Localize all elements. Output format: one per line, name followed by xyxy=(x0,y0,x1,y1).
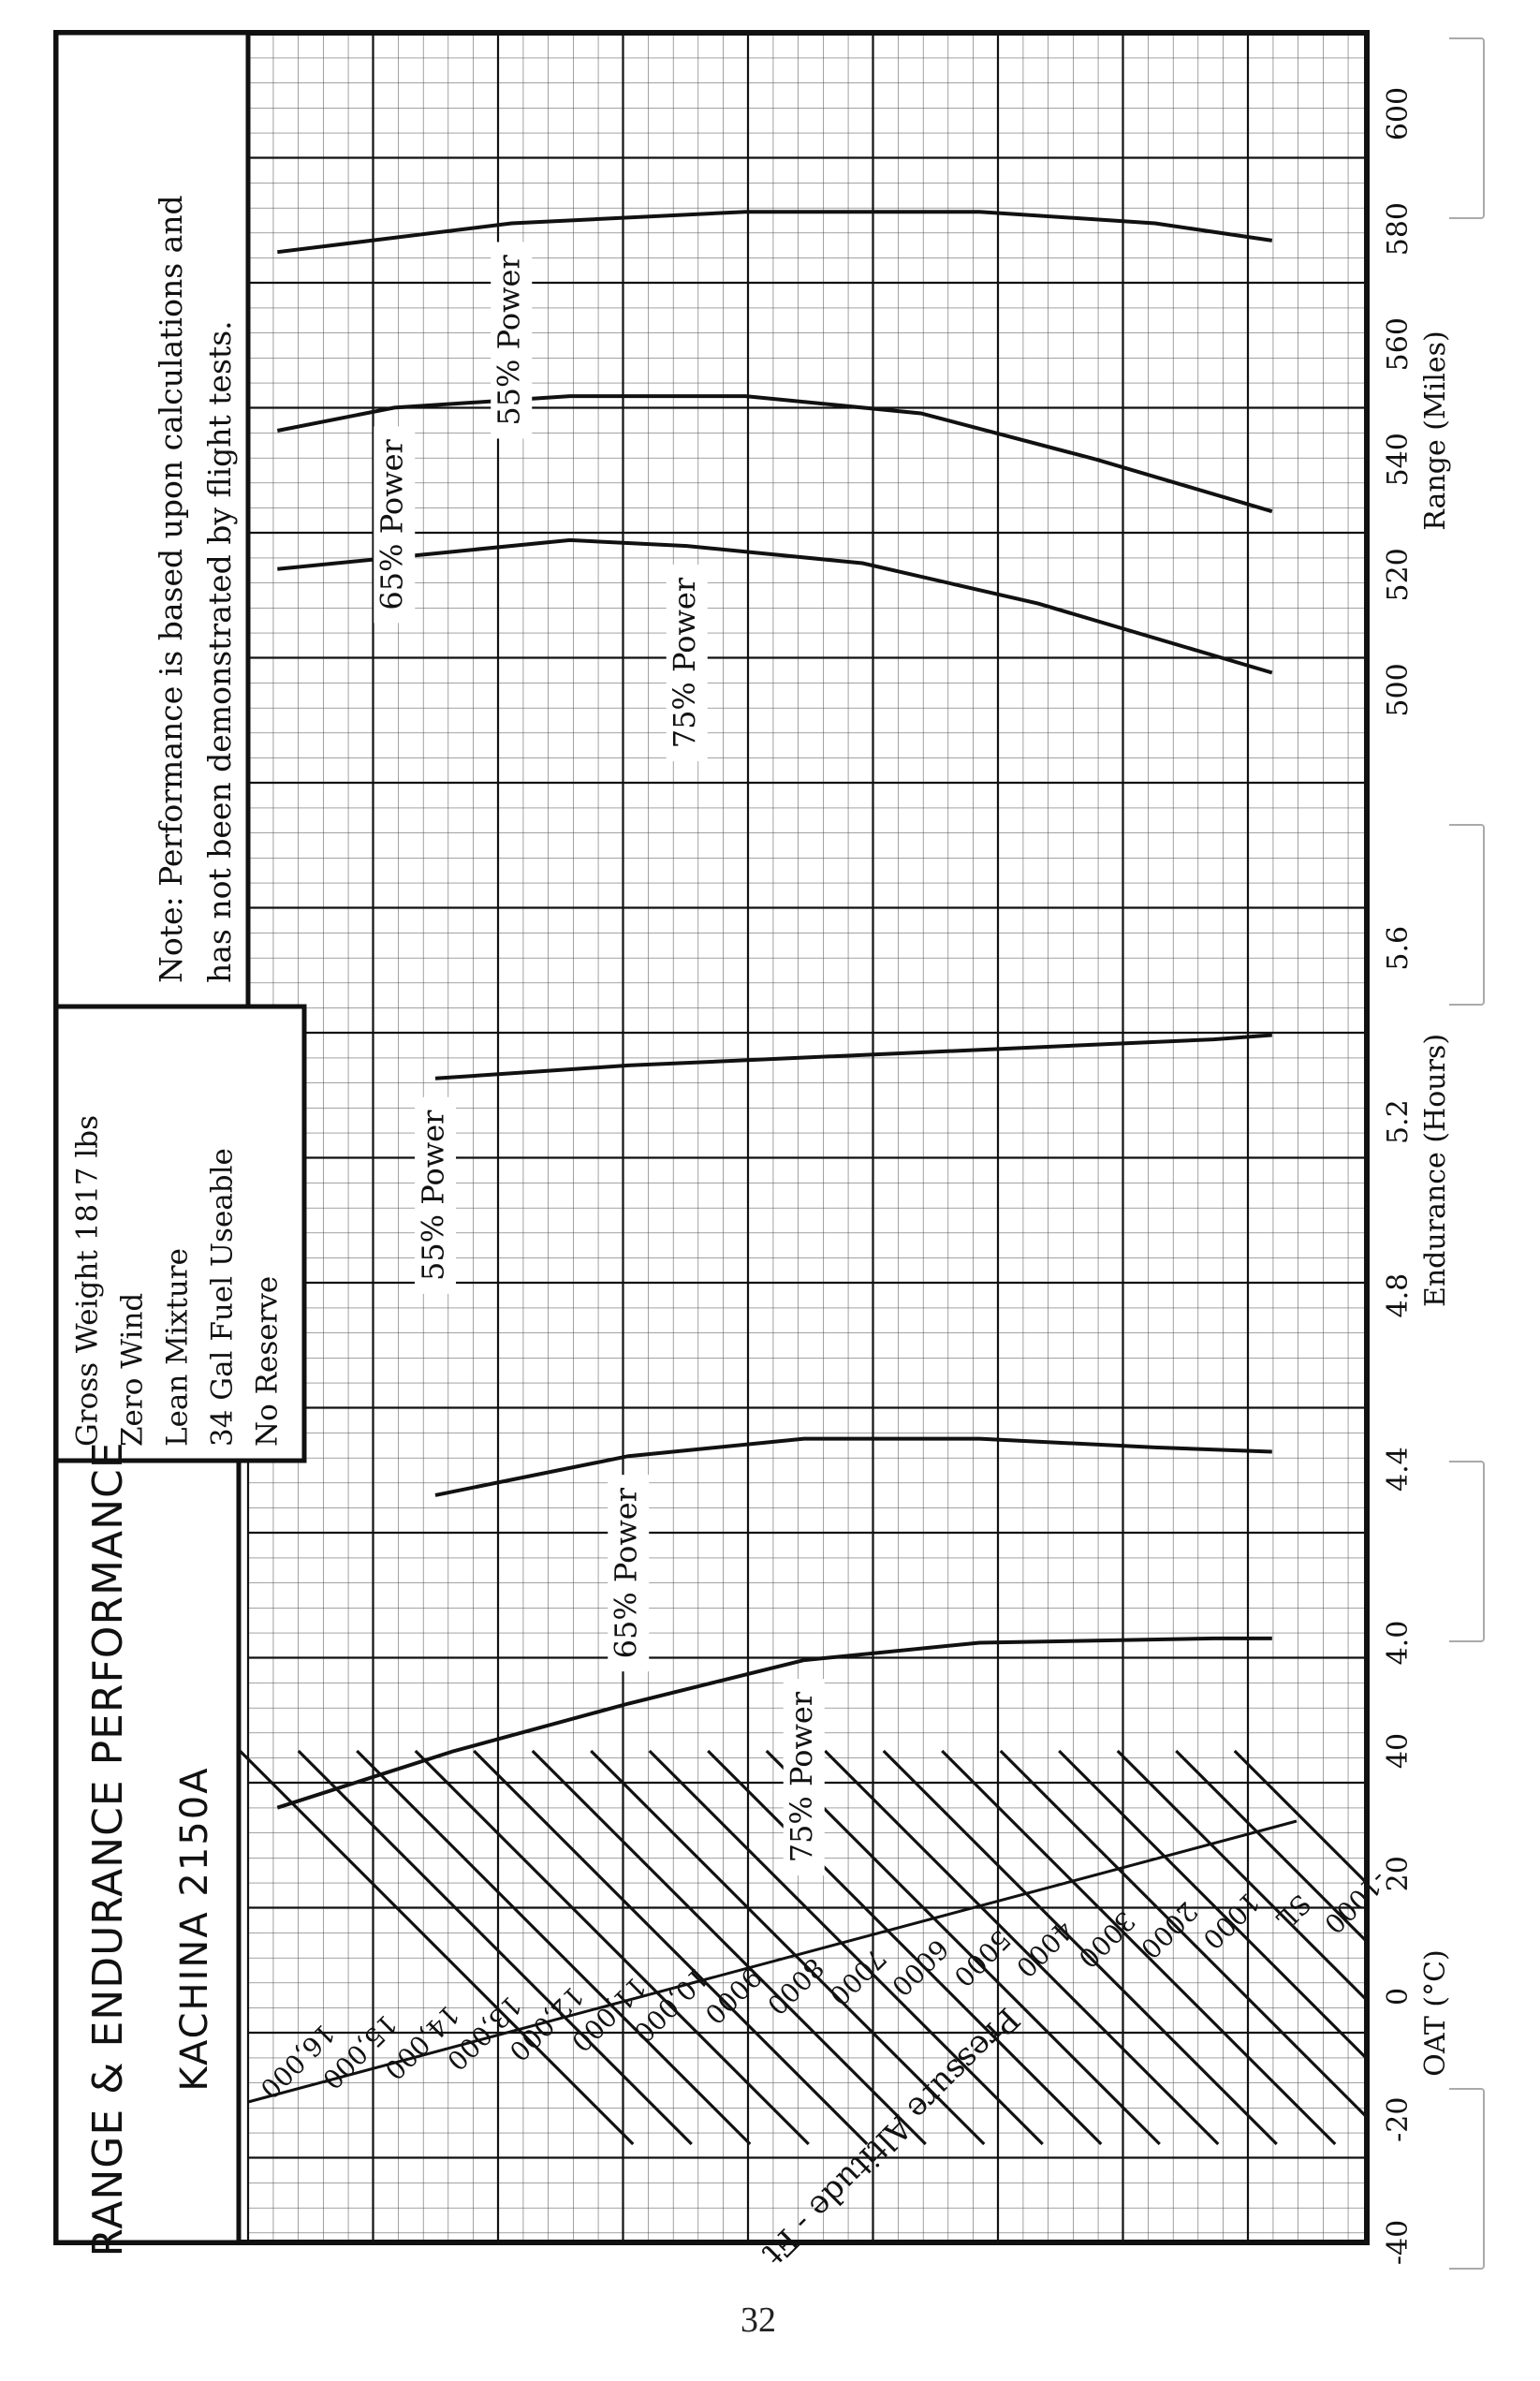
oat-axis-label: OAT (°C) xyxy=(1419,1949,1452,2077)
pressure-altitude-line xyxy=(531,1749,927,2146)
condition-text: Zero Wind xyxy=(116,1293,150,1447)
pressure-altitude-line xyxy=(239,1749,635,2146)
power-curve-label: 75% Power xyxy=(784,1691,819,1862)
pressure-altitude-line xyxy=(941,1749,1337,2146)
pressure-altitude-line xyxy=(1175,1749,1369,1943)
oat-tick-label: -20 xyxy=(1382,2097,1415,2142)
pressure-altitude-line xyxy=(1116,1749,1369,2002)
power-curve-label: 55% Power xyxy=(491,255,527,426)
pressure-altitude-line xyxy=(707,1749,1103,2146)
page-number: 32 xyxy=(741,2300,776,2340)
pressure-altitude-line xyxy=(590,1749,986,2146)
range-tick-label: 500 xyxy=(1382,663,1415,716)
endurance-axis-label: Endurance (Hours) xyxy=(1419,1034,1452,1307)
endurance-tick-label: 5.2 xyxy=(1382,1099,1415,1144)
condition-text: Gross Weight 1817 lbs xyxy=(71,1115,105,1447)
oat-reference-line xyxy=(247,1819,1298,2104)
power-curve-label: 75% Power xyxy=(667,577,702,748)
power-curve xyxy=(276,1636,1272,1810)
pressure-altitude-line xyxy=(999,1749,1369,2119)
endurance-tick-label: 5.6 xyxy=(1382,926,1415,971)
condition-text: No Reserve xyxy=(251,1276,285,1447)
pressure-altitude-line xyxy=(882,1749,1278,2146)
power-curve xyxy=(276,394,1273,514)
oat-tick-label: 20 xyxy=(1382,1856,1415,1891)
title-box xyxy=(53,1458,242,2245)
note-box xyxy=(53,30,251,1009)
power-curve-label: 65% Power xyxy=(609,1487,644,1658)
oat-tick-label: 40 xyxy=(1382,1733,1415,1769)
endurance-tick-label: 4.8 xyxy=(1382,1273,1415,1318)
curve-label-bg xyxy=(491,242,533,439)
curve-label-bg xyxy=(374,426,416,624)
pressure-altitude-line xyxy=(1233,1749,1369,1885)
range-tick-label: 520 xyxy=(1382,548,1415,601)
note-text: has not been demonstrated by flight test… xyxy=(201,320,238,983)
pressure-altitude-line xyxy=(414,1749,810,2146)
curve-label-bg xyxy=(783,1679,825,1876)
page-tab-edge xyxy=(1449,824,1485,1006)
page-tab-edge xyxy=(1449,1461,1485,1642)
page-tab-edge xyxy=(1449,2088,1485,2270)
power-curve xyxy=(277,210,1273,255)
note-text: Note: Performance is based upon calculat… xyxy=(153,195,189,983)
endurance-tick-label: 4.4 xyxy=(1382,1447,1415,1492)
condition-text: Lean Mixture xyxy=(161,1248,195,1447)
pressure-altitude-line xyxy=(473,1749,869,2146)
endurance-tick-label: 4.0 xyxy=(1382,1621,1415,1666)
curve-label-bg xyxy=(415,1096,456,1294)
pressure-altitude-line xyxy=(648,1749,1044,2146)
range-tick-label: 600 xyxy=(1382,87,1415,140)
range-tick-label: 580 xyxy=(1382,202,1415,256)
pressure-altitude-line xyxy=(824,1749,1220,2146)
chart-marks xyxy=(53,30,1369,2245)
range-axis-label: Range (Miles) xyxy=(1419,331,1452,530)
pressure-altitude-line xyxy=(1058,1749,1369,2060)
oat-tick-label: 0 xyxy=(1382,1988,1415,2006)
power-curve-label: 55% Power xyxy=(416,1110,451,1281)
range-tick-label: 560 xyxy=(1382,317,1415,371)
power-curve xyxy=(434,1436,1272,1497)
curve-label-bg xyxy=(608,1475,650,1672)
page-tab-edge xyxy=(1449,37,1485,219)
condition-text: 34 Gal Fuel Useable xyxy=(206,1148,240,1447)
pressure-altitude-line xyxy=(765,1749,1161,2146)
conditions-box xyxy=(53,1004,307,1463)
range-tick-label: 540 xyxy=(1382,433,1415,486)
chart-subtitle: KACHINA 2150A xyxy=(173,1766,216,2091)
power-curve-label: 65% Power xyxy=(374,438,410,610)
pressure-altitude-line xyxy=(356,1749,752,2146)
chart-title: RANGE & ENDURANCE PERFORMANCE xyxy=(84,1441,132,2256)
pressure-altitude-line xyxy=(297,1749,693,2146)
power-curve xyxy=(434,1033,1272,1080)
power-curve xyxy=(277,537,1273,675)
oat-tick-label: -40 xyxy=(1382,2220,1415,2265)
curve-label-bg xyxy=(666,565,708,762)
